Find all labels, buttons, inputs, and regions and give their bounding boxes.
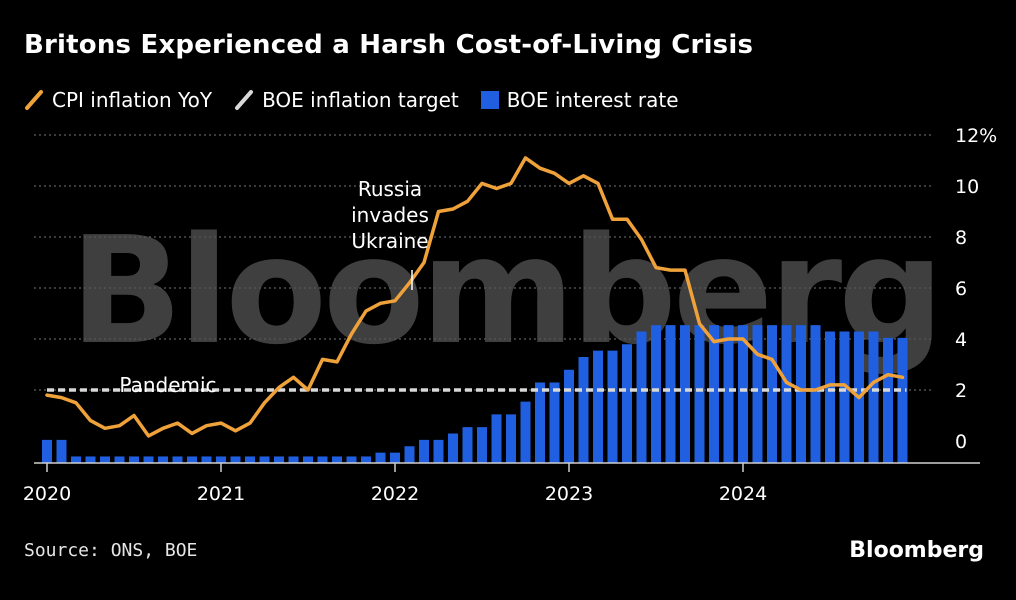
rate-bar-36 (564, 369, 574, 463)
rate-bar-38 (593, 350, 603, 463)
rate-bar-2 (71, 456, 81, 463)
legend-item-rate: BOE interest rate (480, 88, 679, 112)
rate-bar-30 (477, 427, 487, 463)
rate-bar-9 (172, 456, 183, 463)
rate-bar-11 (201, 456, 212, 463)
y-tick-label-2: 4 (955, 329, 967, 351)
rate-bar-15 (259, 456, 270, 463)
annotation-ukraine-line-2: Ukraine (351, 229, 428, 253)
rate-bar-16 (274, 456, 284, 463)
rate-bar-39 (607, 350, 618, 463)
rate-bar-57 (868, 331, 879, 463)
rate-bar-31 (491, 414, 502, 463)
rate-bar-51 (781, 325, 792, 463)
rate-bar-25 (404, 446, 415, 463)
rate-bar-46 (709, 325, 719, 463)
rate-bar-20 (332, 456, 342, 463)
chart-title: Britons Experienced a Harsh Cost-of-Livi… (24, 30, 754, 60)
watermark-text: Bloomberg (70, 205, 940, 377)
rate-bar-27 (433, 439, 444, 463)
rate-bar-19 (317, 456, 328, 463)
rate-bar-40 (622, 344, 632, 463)
rate-bar-34 (535, 382, 545, 463)
rate-bar-18 (303, 456, 313, 463)
x-tick-label-4: 2024 (719, 483, 767, 505)
rate-bar-45 (694, 325, 705, 463)
x-tick-label-2: 2022 (371, 483, 419, 505)
y-axis: 0 2 4 6 8 10 12% (955, 125, 997, 453)
rate-bar-1 (56, 439, 67, 463)
x-tick-label-3: 2023 (545, 483, 593, 505)
y-tick-label-6: 12% (955, 125, 997, 147)
rate-bar-32 (506, 414, 516, 463)
y-tick-label-4: 8 (955, 227, 967, 249)
rate-bar-55 (839, 331, 850, 463)
rate-bar-43 (665, 325, 676, 463)
annotation-ukraine-line-0: Russia (358, 177, 422, 201)
rate-bar-59 (897, 337, 908, 463)
brand-logo: Bloomberg (849, 538, 984, 563)
rate-bar-50 (767, 325, 777, 463)
rate-bar-29 (462, 427, 473, 463)
y-tick-label-3: 6 (955, 278, 967, 300)
rate-bar-26 (419, 439, 429, 463)
rate-bar-47 (723, 325, 734, 463)
legend-swatch-target (235, 90, 254, 110)
cpi-line (45, 156, 905, 438)
rate-bar-35 (549, 382, 560, 463)
rate-bar-5 (114, 456, 125, 463)
rate-bar-49 (752, 325, 763, 463)
x-tick-label-1: 2021 (197, 483, 245, 505)
rate-bar-28 (448, 433, 458, 463)
rate-bar-53 (810, 325, 821, 463)
rate-bar-23 (375, 452, 386, 463)
rate-bar-6 (129, 456, 139, 463)
legend: CPI inflation YoY BOE inflation target B… (24, 88, 679, 112)
rate-bar-14 (245, 456, 255, 463)
rate-bar-42 (651, 325, 661, 463)
rate-bar-37 (578, 357, 589, 463)
rate-bar-41 (636, 331, 647, 463)
rate-bar-12 (216, 456, 226, 463)
legend-label-target: BOE inflation target (262, 88, 459, 112)
x-tick-label-0: 2020 (23, 483, 71, 505)
source-note: Source: ONS, BOE (24, 540, 198, 561)
rate-bar-13 (230, 456, 241, 463)
y-tick-label-1: 2 (955, 380, 967, 402)
legend-swatch-cpi (25, 90, 43, 110)
rate-bar-3 (85, 456, 96, 463)
rate-bar-7 (143, 456, 154, 463)
rate-bar-10 (187, 456, 197, 463)
rate-bar-17 (288, 456, 299, 463)
legend-label-cpi: CPI inflation YoY (52, 88, 213, 112)
watermark: Bloomberg (70, 205, 944, 377)
rate-bar-4 (100, 456, 110, 463)
rate-bar-21 (346, 456, 357, 463)
legend-item-target: BOE inflation target (234, 88, 459, 112)
rate-bar-54 (825, 331, 835, 463)
rate-bar-24 (390, 452, 400, 463)
annotation-ukraine-line-1: invades (351, 203, 429, 227)
legend-label-rate: BOE interest rate (506, 88, 679, 112)
x-axis: 2020 2021 2022 2023 2024 (23, 462, 980, 505)
rate-bar-52 (796, 325, 806, 463)
rate-bar-58 (883, 337, 893, 463)
y-tick-label-5: 10 (955, 176, 979, 198)
rate-bar-44 (680, 325, 690, 463)
rate-bar-33 (520, 401, 531, 463)
rate-bar-8 (158, 456, 168, 463)
cpi-polyline (45, 156, 905, 438)
rate-bar-0 (42, 439, 52, 463)
interest-rate-bars (42, 325, 908, 463)
legend-swatch-rate (480, 91, 499, 109)
rate-bar-22 (361, 456, 371, 463)
legend-item-cpi: CPI inflation YoY (24, 88, 212, 112)
annotation-pandemic: Pandemic (119, 373, 216, 397)
y-tick-label-0: 0 (955, 431, 967, 453)
rate-bar-48 (738, 325, 748, 463)
